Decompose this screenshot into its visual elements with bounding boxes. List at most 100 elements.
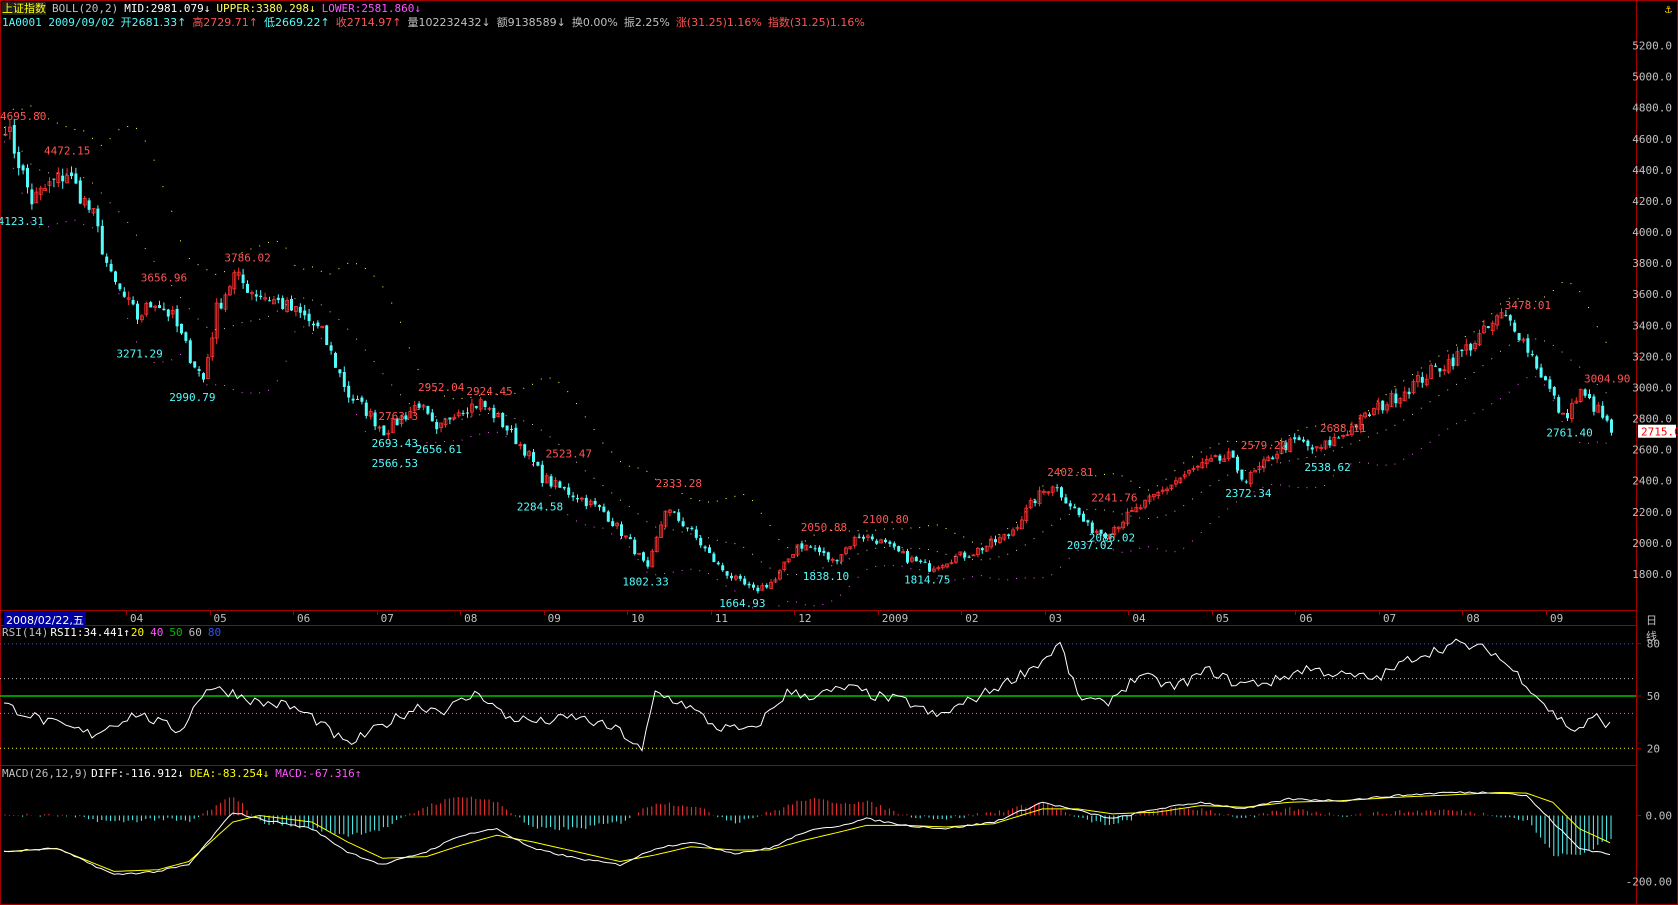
boll-mid-point <box>452 419 454 421</box>
boll-mid-point <box>1447 389 1449 391</box>
rsi-level-20: 20 <box>130 626 145 639</box>
candle-body <box>1297 437 1301 441</box>
price-chart[interactable]: 1800.0 2000.0 2200.0 2400.0 2600.0 2800.0 3000… <box>0 0 1678 610</box>
high-marker-label: 3786.02 <box>224 251 270 264</box>
rsi-label: RSI(14) <box>2 626 49 639</box>
low-marker-label: 2656.61 <box>416 443 462 456</box>
boll-mid-point <box>30 163 32 165</box>
candle-body <box>293 306 298 312</box>
candle-body <box>906 550 909 563</box>
boll-upper-point <box>1403 380 1405 382</box>
boll-lower-point <box>417 449 419 451</box>
boll-mid-point <box>1139 517 1141 519</box>
boll-lower-point <box>232 389 234 391</box>
boll-upper-point <box>224 271 225 273</box>
candle-body <box>1279 442 1284 455</box>
candle-body <box>1394 393 1398 404</box>
macd-chart[interactable]: 0.00 -200.00 <box>0 766 1678 905</box>
candle-body <box>875 540 879 544</box>
candle-body <box>82 197 87 206</box>
boll-upper-point <box>1007 528 1009 530</box>
boll-mid-point <box>338 319 340 321</box>
candle-body <box>1416 375 1420 383</box>
date-tick <box>877 611 879 615</box>
boll-upper-point <box>1095 475 1097 477</box>
candle-body <box>1544 376 1547 381</box>
boll-mid-point <box>356 338 357 340</box>
boll-mid-point <box>1605 392 1607 394</box>
boll-mid-point <box>461 418 463 420</box>
date-tick-label: 11 <box>714 612 728 625</box>
candle-body <box>866 535 870 538</box>
boll-lower-point <box>1192 540 1193 542</box>
candle-body <box>1248 472 1253 485</box>
candle-body <box>70 172 73 177</box>
boll-upper-point <box>426 383 428 385</box>
index-name[interactable]: 上证指数 <box>2 2 46 15</box>
candle-body <box>1174 480 1178 485</box>
price-axis-label: 3600.0 <box>1632 288 1672 301</box>
rsi-axis-label: 20 <box>1647 742 1660 755</box>
rsi-chart[interactable]: 20 50 80 <box>0 625 1678 765</box>
candle-body <box>958 551 963 556</box>
candle-body <box>312 323 315 326</box>
candle-body <box>78 180 82 204</box>
date-tick-label: 02 <box>965 612 979 625</box>
candle-body <box>1200 462 1205 469</box>
boll-mid-point <box>162 273 164 275</box>
candle-body <box>435 422 439 430</box>
candle-body <box>1271 457 1275 460</box>
boll-upper-point <box>1605 341 1607 343</box>
boll-upper-point <box>760 512 762 514</box>
boll-mid-point <box>725 541 727 543</box>
candle-body <box>1402 391 1407 402</box>
candle-body <box>390 417 395 433</box>
boll-mid-point <box>857 553 859 555</box>
boll-mid-point <box>197 318 199 320</box>
boll-lower-point <box>848 585 850 587</box>
boll-upper-point <box>1570 283 1572 285</box>
boll-lower-point <box>1077 549 1079 551</box>
candle-body <box>1605 415 1609 421</box>
anchor-icon[interactable]: ⚓ <box>1664 2 1672 16</box>
candle-body <box>232 272 237 290</box>
boll-lower-point <box>1429 441 1431 443</box>
boll-upper-point <box>804 540 806 542</box>
candle-body <box>139 315 144 321</box>
period-label[interactable]: 日线 <box>1646 614 1657 643</box>
boll-mid-point <box>743 546 745 548</box>
boll-lower-point <box>1456 423 1457 425</box>
boll-mid-point <box>1420 407 1422 409</box>
candle-body <box>989 538 993 548</box>
boll-mid-point <box>760 561 762 563</box>
price-axis-label: 2800.0 <box>1632 413 1672 426</box>
boll-mid-point <box>1042 531 1044 533</box>
boll-lower-point <box>1561 420 1563 422</box>
rsi-header: RSI(14) RSI1:34.441↑20 40 50 60 80 <box>2 626 227 639</box>
high-marker-label: 2241.76 <box>1091 491 1137 504</box>
candle-body <box>606 511 610 522</box>
boll-lower-point <box>1588 442 1589 444</box>
candle-body <box>1160 489 1165 492</box>
candle-body <box>1231 450 1235 458</box>
boll-lower-point <box>1359 461 1361 463</box>
boll-mid-point <box>1227 474 1229 476</box>
date-tick <box>710 611 712 615</box>
boll-upper-point <box>532 383 533 385</box>
date-tick <box>1462 611 1464 615</box>
boll-mid-point <box>250 320 252 322</box>
boll-upper-point <box>963 536 965 538</box>
low-marker-label: 2693.43 <box>372 437 418 450</box>
candle-body <box>210 337 215 358</box>
boll-lower-point <box>620 538 621 540</box>
candle-body <box>1002 534 1007 540</box>
boll-mid-point <box>180 297 181 299</box>
boll-mid-point <box>276 310 278 312</box>
boll-mid-point <box>285 304 287 306</box>
boll-mid-point <box>188 308 190 310</box>
candle-body <box>184 332 188 341</box>
boll-upper-point <box>796 546 797 548</box>
candle-body <box>122 291 126 297</box>
candle-body <box>456 412 461 417</box>
candle-body <box>153 305 158 308</box>
